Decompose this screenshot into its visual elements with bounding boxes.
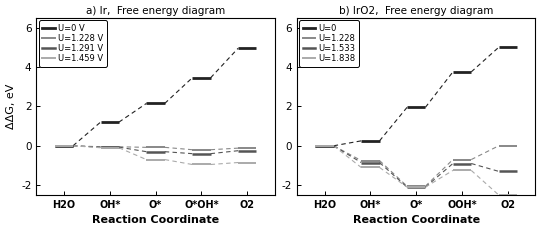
Title: a) Ir,  Free energy diagram: a) Ir, Free energy diagram bbox=[86, 6, 225, 15]
Legend: U=0 V, U=1.228 V, U=1.291 V, U=1.459 V: U=0 V, U=1.228 V, U=1.291 V, U=1.459 V bbox=[39, 20, 107, 67]
Title: b) IrO2,  Free energy diagram: b) IrO2, Free energy diagram bbox=[339, 6, 493, 15]
X-axis label: Reaction Coordinate: Reaction Coordinate bbox=[92, 216, 219, 225]
X-axis label: Reaction Coordinate: Reaction Coordinate bbox=[353, 216, 480, 225]
Y-axis label: ΔΔG, eV: ΔΔG, eV bbox=[5, 84, 16, 129]
Legend: U=0, U=1.228, U=1.533, U=1.838: U=0, U=1.228, U=1.533, U=1.838 bbox=[300, 20, 359, 67]
